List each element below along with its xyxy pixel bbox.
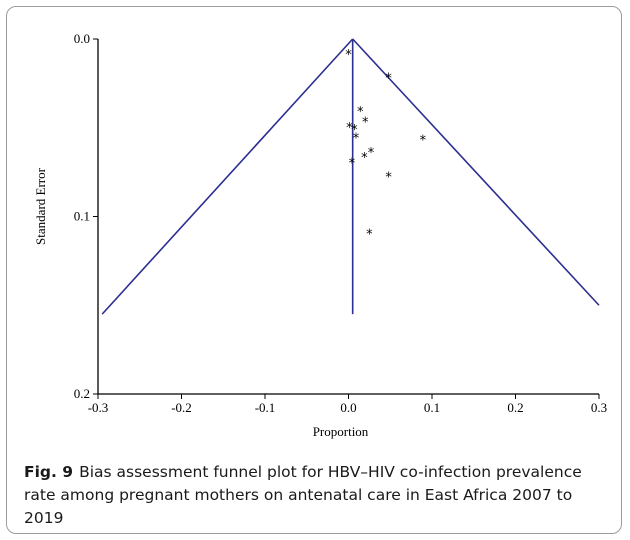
figure-caption: Fig. 9 Bias assessment funnel plot for HB… [24, 461, 614, 530]
x-tick-label: 0.2 [507, 400, 523, 415]
figure-card: * * * * * * * * * * * * * -0.3 -0.2 -0.1 0.0 0.1 0.2 0.3 0.… [6, 6, 622, 534]
data-point: * [420, 133, 427, 148]
x-tick-label: -0.1 [255, 400, 276, 415]
data-point: * [361, 151, 368, 166]
funnel-left-line [101, 38, 354, 315]
y-tick-label: 0.0 [74, 31, 90, 46]
figure-label: Fig. 9 [24, 463, 74, 481]
y-tick-label: 0.1 [74, 209, 90, 224]
data-points: ******* ****** [345, 48, 426, 242]
plot-axes [93, 38, 600, 399]
data-point: * [351, 123, 358, 138]
x-tick-label: 0.0 [340, 400, 356, 415]
axis-labels: -0.3 -0.2 -0.1 0.0 0.1 0.2 0.3 0.0 0.1 0.2 Proport… [33, 31, 607, 439]
x-tick-label: -0.2 [171, 400, 192, 415]
data-point: * [353, 132, 360, 147]
data-point: * [349, 156, 356, 171]
data-point: * [366, 227, 373, 242]
funnel-right-line [352, 38, 600, 306]
funnel-lines [101, 38, 600, 315]
data-point: * [368, 146, 375, 161]
data-point: * [357, 105, 364, 120]
data-point: * [345, 48, 352, 63]
x-tick-label: 0.1 [424, 400, 440, 415]
data-point: * [385, 71, 392, 86]
y-axis-title: Standard Error [33, 167, 48, 245]
data-point: * [385, 171, 392, 186]
x-tick-label: -0.3 [88, 400, 109, 415]
funnel-plot: ******* ****** -0.3 -0.2 -0.1 0.0 0.1 0.2 0.30.… [33, 31, 607, 439]
x-axis-title: Proportion [313, 424, 369, 439]
caption-text: Bias assessment funnel plot for HBV–HIV … [24, 463, 582, 527]
y-tick-label: 0.2 [74, 386, 90, 401]
data-point: * [346, 121, 353, 136]
x-tick-label: 0.3 [591, 400, 607, 415]
data-point: * [362, 116, 369, 131]
